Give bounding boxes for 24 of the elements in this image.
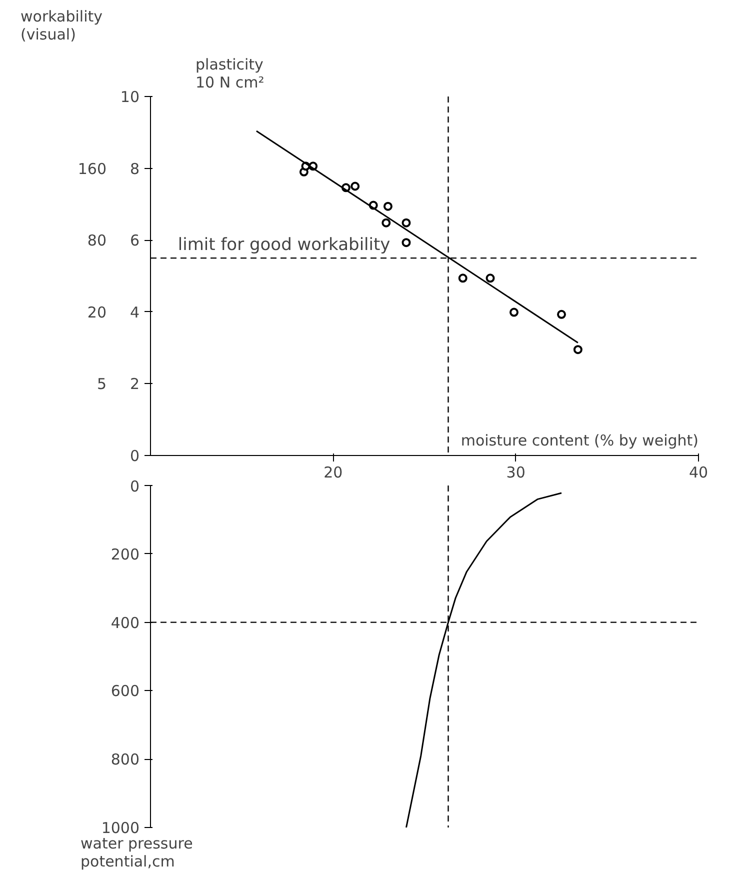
y-tick-label: 2 — [130, 375, 140, 394]
y-tick-label: 0 — [130, 478, 140, 496]
y-axis-title: water pressure potential,cm — [80, 834, 193, 870]
y2-axis-title: plasticity 10 N cm² — [196, 56, 264, 92]
y-axis-title: workability (visual) — [20, 8, 103, 44]
x-axis-title: moisture content (% by weight) — [460, 432, 698, 450]
y-tick-label: 800 — [110, 750, 140, 769]
ref-line-label: limit for good workability — [178, 235, 390, 256]
y-tick-label: 6 — [130, 232, 140, 250]
y-tick-label: 200 — [110, 545, 140, 564]
y-tick-label: 0 — [130, 447, 140, 465]
category-label: 80 — [87, 232, 107, 250]
y-tick-label: 8 — [130, 160, 140, 178]
y-tick-label: 10 — [120, 88, 140, 106]
category-label: 20 — [87, 303, 107, 322]
category-label: 5 — [96, 375, 107, 394]
x-tick-label: 40 — [688, 464, 708, 482]
x-tick-label: 20 — [324, 464, 343, 482]
y-tick-label: 1000 — [101, 819, 140, 837]
category-label: 160 — [78, 160, 107, 178]
y-tick-label: 400 — [110, 614, 140, 632]
x-tick-label: 30 — [506, 464, 526, 482]
y-tick-label: 600 — [110, 682, 140, 700]
y-tick-label: 4 — [130, 303, 140, 322]
